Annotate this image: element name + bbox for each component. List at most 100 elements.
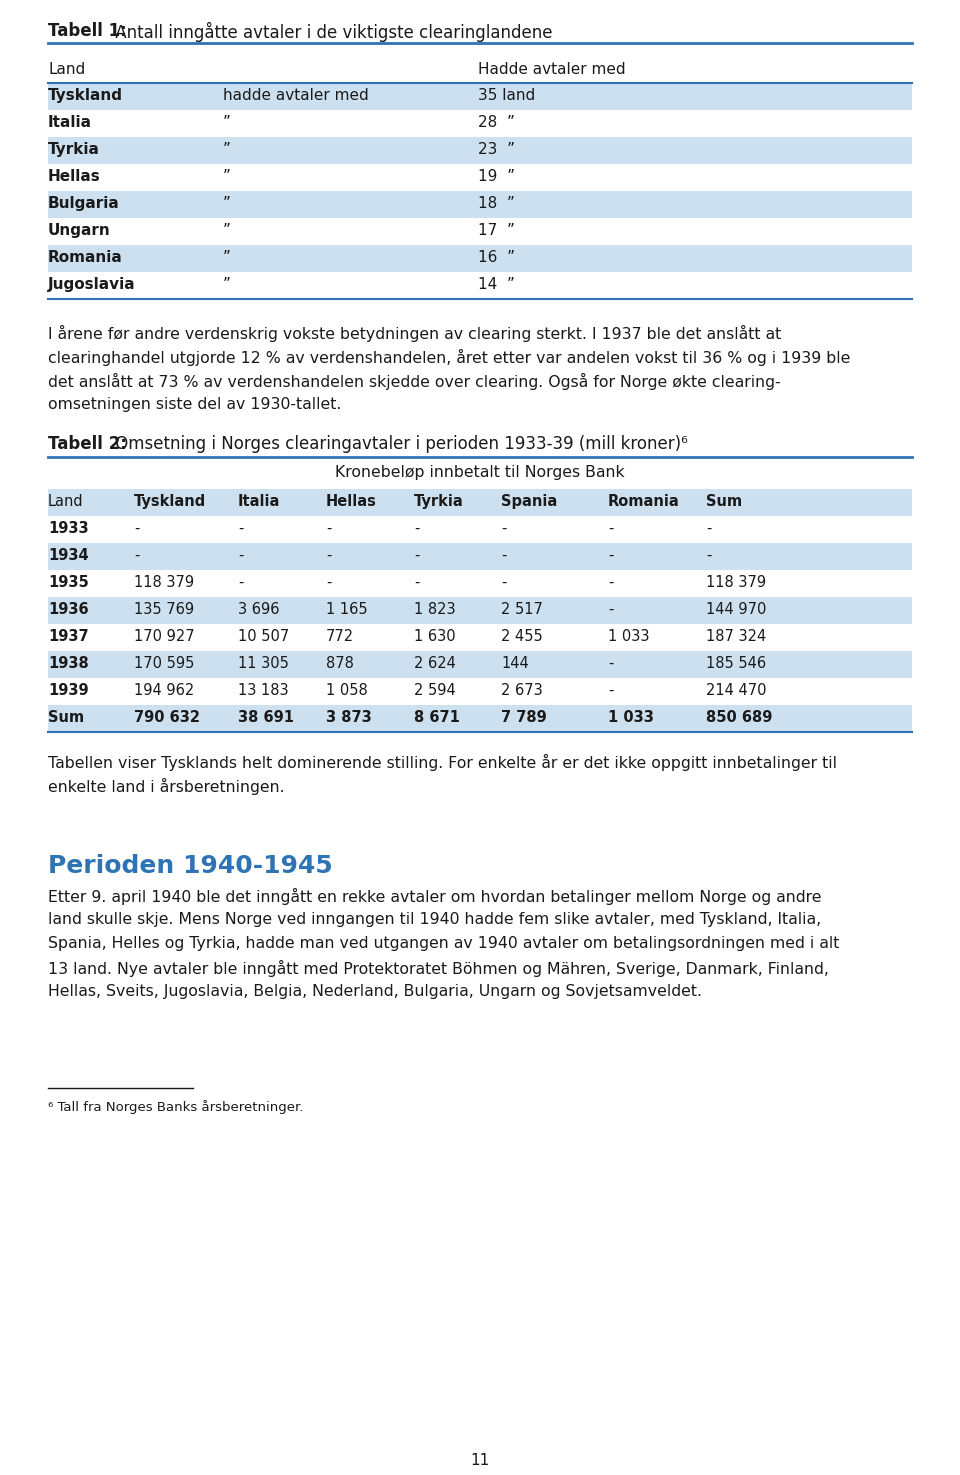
Text: Hadde avtaler med: Hadde avtaler med <box>478 62 626 77</box>
Text: 14  ”: 14 ” <box>478 277 515 292</box>
Text: -: - <box>501 575 506 590</box>
Text: land skulle skje. Mens Norge ved inngangen til 1940 hadde fem slike avtaler, med: land skulle skje. Mens Norge ved inngang… <box>48 912 821 926</box>
Text: Tabellen viser Tysklands helt dominerende stilling. For enkelte år er det ikke o: Tabellen viser Tysklands helt dominerend… <box>48 754 837 771</box>
Text: 19  ”: 19 ” <box>478 170 515 184</box>
Text: Tyskland: Tyskland <box>134 494 206 509</box>
Text: 10 507: 10 507 <box>238 628 289 645</box>
Text: enkelte land i årsberetningen.: enkelte land i årsberetningen. <box>48 777 284 795</box>
Text: ”: ” <box>223 115 230 130</box>
Text: ”: ” <box>223 249 230 266</box>
Text: Kronebeløp innbetalt til Norges Bank: Kronebeløp innbetalt til Norges Bank <box>335 465 625 479</box>
Text: ⁶ Tall fra Norges Banks årsberetninger.: ⁶ Tall fra Norges Banks årsberetninger. <box>48 1100 303 1114</box>
Text: -: - <box>501 549 506 563</box>
Text: Hellas: Hellas <box>48 170 101 184</box>
Bar <box>48 245 912 271</box>
Text: I årene før andre verdenskrig vokste betydningen av clearing sterkt. I 1937 ble : I årene før andre verdenskrig vokste bet… <box>48 324 781 342</box>
Text: 1935: 1935 <box>48 575 88 590</box>
Text: Spania: Spania <box>501 494 557 509</box>
Text: 1 033: 1 033 <box>608 628 650 645</box>
Text: Spania, Helles og Tyrkia, hadde man ved utgangen av 1940 avtaler om betalingsord: Spania, Helles og Tyrkia, hadde man ved … <box>48 937 839 951</box>
Text: 3 696: 3 696 <box>238 602 279 617</box>
Text: 13 land. Nye avtaler ble inngått med Protektoratet Böhmen og Mähren, Sverige, Da: 13 land. Nye avtaler ble inngått med Pro… <box>48 960 828 976</box>
Text: 135 769: 135 769 <box>134 602 194 617</box>
Text: 118 379: 118 379 <box>134 575 194 590</box>
Text: ”: ” <box>223 142 230 156</box>
Text: Tyskland: Tyskland <box>48 88 123 103</box>
Text: Italia: Italia <box>48 115 92 130</box>
Text: -: - <box>608 683 613 698</box>
Text: hadde avtaler med: hadde avtaler med <box>223 88 369 103</box>
Text: Sum: Sum <box>48 709 84 726</box>
Text: Land: Land <box>48 62 85 77</box>
Text: -: - <box>414 575 420 590</box>
Text: det anslått at 73 % av verdenshandelen skjedde over clearing. Også for Norge økt: det anslått at 73 % av verdenshandelen s… <box>48 373 780 389</box>
Text: 1937: 1937 <box>48 628 88 645</box>
Text: ”: ” <box>223 196 230 211</box>
Text: Hellas: Hellas <box>326 494 377 509</box>
Text: ”: ” <box>223 170 230 184</box>
Text: Romania: Romania <box>608 494 680 509</box>
Bar <box>48 83 912 111</box>
Text: clearinghandel utgjorde 12 % av verdenshandelen, året etter var andelen vokst ti: clearinghandel utgjorde 12 % av verdensh… <box>48 350 851 366</box>
Text: -: - <box>608 575 613 590</box>
Text: -: - <box>501 521 506 535</box>
Bar <box>48 597 912 624</box>
Text: Land: Land <box>48 494 84 509</box>
Text: -: - <box>134 549 139 563</box>
Text: Perioden 1940-1945: Perioden 1940-1945 <box>48 854 333 878</box>
Text: 1936: 1936 <box>48 602 88 617</box>
Text: -: - <box>608 656 613 671</box>
Text: -: - <box>238 549 244 563</box>
Text: 2 594: 2 594 <box>414 683 456 698</box>
Text: 17  ”: 17 ” <box>478 223 515 237</box>
Text: 144: 144 <box>501 656 529 671</box>
Text: omsetningen siste del av 1930-tallet.: omsetningen siste del av 1930-tallet. <box>48 397 342 412</box>
Text: -: - <box>414 549 420 563</box>
Text: 850 689: 850 689 <box>706 709 773 726</box>
Text: 7 789: 7 789 <box>501 709 547 726</box>
Text: Tabell 1:: Tabell 1: <box>48 22 127 40</box>
Text: -: - <box>706 549 711 563</box>
Text: -: - <box>238 575 244 590</box>
Text: -: - <box>608 602 613 617</box>
Text: -: - <box>326 575 331 590</box>
Text: 1939: 1939 <box>48 683 88 698</box>
Text: 35 land: 35 land <box>478 88 536 103</box>
Text: 118 379: 118 379 <box>706 575 766 590</box>
Text: 2 517: 2 517 <box>501 602 542 617</box>
Text: Italia: Italia <box>238 494 280 509</box>
Text: -: - <box>134 521 139 535</box>
Text: -: - <box>326 521 331 535</box>
Bar <box>48 490 912 516</box>
Text: 1938: 1938 <box>48 656 88 671</box>
Text: ”: ” <box>223 223 230 237</box>
Text: 170 927: 170 927 <box>134 628 195 645</box>
Text: -: - <box>608 549 613 563</box>
Text: 1 630: 1 630 <box>414 628 456 645</box>
Text: 1934: 1934 <box>48 549 88 563</box>
Text: 1 165: 1 165 <box>326 602 368 617</box>
Bar <box>48 137 912 164</box>
Text: 878: 878 <box>326 656 354 671</box>
Text: Tyrkia: Tyrkia <box>48 142 100 156</box>
Text: 28  ”: 28 ” <box>478 115 515 130</box>
Text: 3 873: 3 873 <box>326 709 372 726</box>
Text: 13 183: 13 183 <box>238 683 289 698</box>
Text: -: - <box>326 549 331 563</box>
Text: Tabell 2:: Tabell 2: <box>48 435 127 453</box>
Text: 170 595: 170 595 <box>134 656 194 671</box>
Text: Hellas, Sveits, Jugoslavia, Belgia, Nederland, Bulgaria, Ungarn og Sovjetsamveld: Hellas, Sveits, Jugoslavia, Belgia, Nede… <box>48 984 702 999</box>
Text: 1933: 1933 <box>48 521 88 535</box>
Bar <box>48 190 912 218</box>
Text: 2 455: 2 455 <box>501 628 542 645</box>
Text: 38 691: 38 691 <box>238 709 294 726</box>
Text: -: - <box>238 521 244 535</box>
Text: Omsetning i Norges clearingavtaler i perioden 1933-39 (mill kroner)⁶: Omsetning i Norges clearingavtaler i per… <box>110 435 687 453</box>
Text: 1 823: 1 823 <box>414 602 456 617</box>
Text: 2 673: 2 673 <box>501 683 542 698</box>
Text: 790 632: 790 632 <box>134 709 200 726</box>
Text: 1 033: 1 033 <box>608 709 654 726</box>
Text: 185 546: 185 546 <box>706 656 766 671</box>
Text: 1 058: 1 058 <box>326 683 368 698</box>
Text: 8 671: 8 671 <box>414 709 460 726</box>
